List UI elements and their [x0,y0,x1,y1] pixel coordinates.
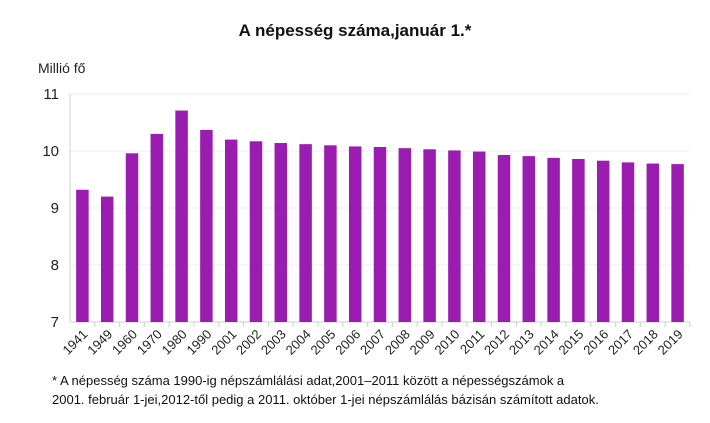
x-tick-label-2005: 2005 [307,327,338,358]
bar-2016 [596,160,610,322]
x-tick-label-2012: 2012 [481,327,512,358]
bar-1960 [125,153,139,322]
bar-2012 [497,154,511,322]
x-tick-label-2016: 2016 [580,327,611,358]
y-tick-label-9: 9 [51,200,59,217]
x-tick-label-2007: 2007 [357,327,388,358]
bar-2010 [448,150,461,322]
x-tick-label-2004: 2004 [283,327,314,358]
x-tick-label-2011: 2011 [457,327,487,357]
x-tick-label-2006: 2006 [332,327,363,358]
bar-2018 [646,163,660,322]
x-tick-label-2017: 2017 [605,327,636,358]
x-tick-label-1941: 1941 [59,327,90,358]
x-tick-label-2008: 2008 [382,327,413,358]
bar-2014 [547,157,560,322]
x-tick-label-1980: 1980 [159,327,190,358]
footnote: * A népesség száma 1990-ig népszámlálási… [52,371,692,409]
x-tick-label-2003: 2003 [258,327,289,358]
bar-2005 [324,145,337,322]
y-tick-label-7: 7 [51,314,59,331]
bar-2002 [249,141,263,322]
x-tick-label-1949: 1949 [84,327,115,358]
bar-2003 [274,143,288,322]
y-tick-label-8: 8 [51,257,59,274]
bar-2013 [522,156,536,322]
bar-2004 [299,144,312,322]
bar-2011 [472,151,486,322]
x-tick-label-2013: 2013 [506,327,537,358]
bar-2009 [423,149,436,322]
x-tick-label-2001: 2001 [208,327,239,358]
x-tick-label-2015: 2015 [555,327,586,358]
x-tick-label-2014: 2014 [531,327,562,358]
x-tick-label-1970: 1970 [134,327,165,358]
bar-2008 [398,148,412,322]
x-tick-label-2018: 2018 [630,327,661,358]
x-tick-label-1990: 1990 [183,327,214,358]
bar-1980 [175,110,188,322]
bar-2001 [224,139,238,322]
x-tick-label-2019: 2019 [655,327,686,358]
x-tick-label-2009: 2009 [407,327,438,358]
chart-title: A népesség száma,január 1.* [238,21,472,40]
x-tick-label-1960: 1960 [109,327,140,358]
bar-1990 [200,129,213,322]
y-tick-label-11: 11 [43,86,59,103]
bar-2015 [572,158,585,322]
bar-1970 [150,133,164,322]
x-tick-label-2002: 2002 [233,327,264,358]
footnote-line-1: * A népesség száma 1990-ig népszámlálási… [52,373,565,388]
bar-2019 [671,164,684,322]
bar-1949 [100,196,114,322]
y-tick-label-10: 10 [42,143,59,160]
bar-2006 [348,146,362,322]
bar-2007 [373,147,387,322]
y-axis-label: Millió fő [38,60,86,76]
bar-2017 [621,162,635,322]
x-tick-label-2010: 2010 [431,327,462,358]
footnote-line-2: 2001. február 1-jei,2012-től pedig a 201… [52,392,599,407]
bar-1941 [76,189,89,322]
bar-chart: 7891011194119491960197019801990200120022… [42,86,691,358]
